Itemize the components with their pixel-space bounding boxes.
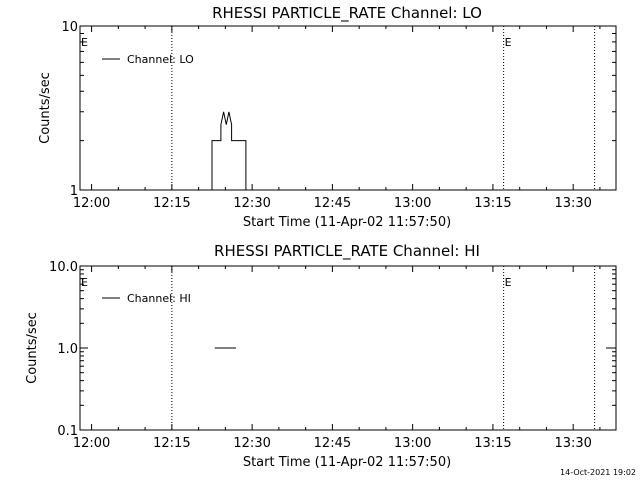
- x-axis-label: Start Time (11-Apr-02 11:57:50): [243, 455, 451, 470]
- x-tick-label: 13:15: [474, 196, 511, 211]
- x-tick-label: 12:15: [153, 436, 190, 451]
- legend-label: Channel: LO: [127, 53, 194, 66]
- y-tick-label: 0.1: [57, 424, 78, 439]
- x-tick-label: 13:30: [554, 436, 591, 451]
- y-tick-label: 10: [61, 20, 78, 35]
- footer-timestamp: 14-Oct-2021 19:02: [560, 468, 636, 477]
- x-tick-label: 13:00: [394, 436, 431, 451]
- event-label-left: E: [81, 276, 88, 289]
- legend: Channel: LO: [102, 53, 194, 66]
- legend: Channel: HI: [102, 292, 191, 305]
- y-tick-label: 1.0: [57, 342, 78, 357]
- chart-title: RHESSI PARTICLE_RATE Channel: HI: [214, 242, 480, 261]
- y-tick-label: 1: [70, 184, 78, 199]
- x-tick-label: 12:45: [314, 196, 351, 211]
- x-tick-label: 12:00: [73, 196, 110, 211]
- x-tick-label: 13:15: [474, 436, 511, 451]
- y-tick-label: 10.0: [49, 260, 78, 275]
- x-tick-label: 13:00: [394, 196, 431, 211]
- legend-label: Channel: HI: [127, 292, 191, 305]
- plot-frame: [79, 25, 617, 191]
- event-label: E: [505, 36, 512, 49]
- panel-lo: RHESSI PARTICLE_RATE Channel: LO Counts/…: [38, 4, 617, 230]
- plot-marks: 12:00 12:15 12:30 12:45 13:00 13:15 13:30 0.1 1.…: [49, 260, 616, 451]
- chart-title: RHESSI PARTICLE_RATE Channel: LO: [212, 4, 482, 23]
- y-axis-label: Counts/sec: [38, 72, 53, 144]
- x-axis-label: Start Time (11-Apr-02 11:57:50): [243, 215, 451, 230]
- plot-frame: [79, 265, 617, 431]
- event-label: E: [505, 276, 512, 289]
- series-line: [211, 111, 247, 190]
- x-tick-label: 12:15: [153, 196, 190, 211]
- y-axis-label: Counts/sec: [25, 312, 40, 384]
- x-tick-label: 13:30: [554, 196, 591, 211]
- x-tick-label: 12:00: [73, 436, 110, 451]
- x-tick-label: 12:30: [233, 196, 270, 211]
- event-label-left: E: [81, 36, 88, 49]
- x-tick-label: 12:30: [233, 436, 270, 451]
- panel-hi: RHESSI PARTICLE_RATE Channel: HI Counts/…: [25, 242, 617, 470]
- x-tick-label: 12:45: [314, 436, 351, 451]
